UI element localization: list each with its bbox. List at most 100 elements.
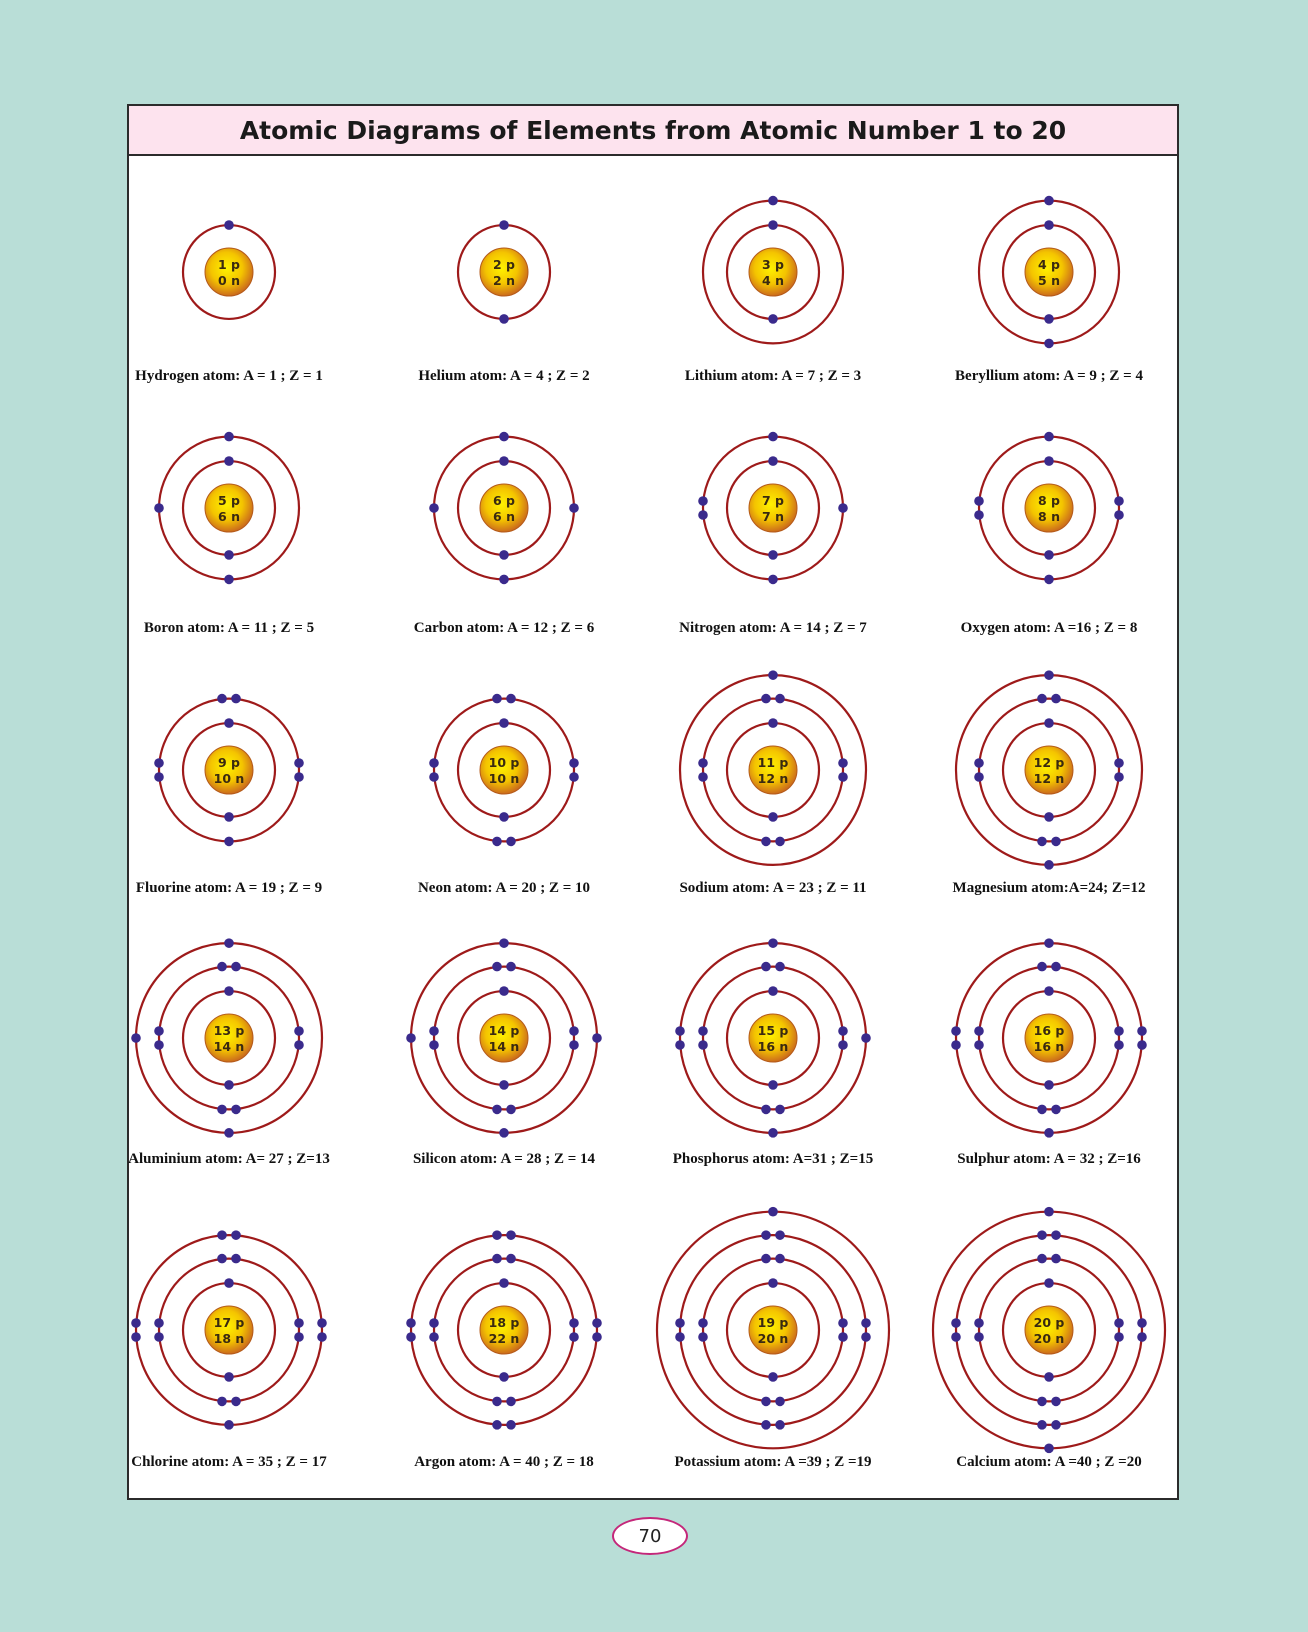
electron bbox=[768, 986, 778, 996]
proton-count: 17 p bbox=[214, 1315, 245, 1330]
electron bbox=[499, 938, 509, 948]
proton-count: 13 p bbox=[214, 1023, 245, 1038]
electron bbox=[768, 456, 778, 466]
electron bbox=[698, 1318, 708, 1328]
atom-aluminium: 13 p14 n bbox=[131, 938, 324, 1138]
electron bbox=[1051, 1396, 1061, 1407]
electron bbox=[1044, 1206, 1054, 1217]
nucleus bbox=[479, 1305, 529, 1355]
electron bbox=[1044, 195, 1054, 206]
nucleus bbox=[479, 745, 529, 795]
electron bbox=[1044, 1128, 1054, 1138]
electron bbox=[499, 431, 509, 442]
electron bbox=[775, 1230, 785, 1240]
electron bbox=[224, 812, 234, 822]
electron bbox=[974, 1026, 984, 1036]
electron bbox=[775, 1420, 785, 1430]
atom-argon: 18 p22 n bbox=[406, 1230, 602, 1430]
title-bar: Atomic Diagrams of Elements from Atomic … bbox=[129, 106, 1177, 156]
electron bbox=[429, 503, 439, 513]
electron bbox=[775, 693, 785, 704]
atom-phosphorus: 15 p16 n bbox=[675, 938, 871, 1138]
electron bbox=[768, 220, 778, 230]
proton-count: 10 p bbox=[489, 755, 520, 770]
electron bbox=[1037, 836, 1047, 847]
neutron-count: 12 n bbox=[1034, 771, 1065, 786]
electron bbox=[592, 1318, 602, 1328]
neutron-count: 12 n bbox=[758, 771, 789, 786]
caption-silicon: Silicon atom: A = 28 ; Z = 14 bbox=[412, 1151, 596, 1167]
caption-calcium: Calcium atom: A =40 ; Z =20 bbox=[956, 1454, 1142, 1470]
neutron-count: 4 n bbox=[762, 273, 784, 288]
electron bbox=[429, 1040, 439, 1050]
electron bbox=[1044, 860, 1054, 870]
electron bbox=[131, 1332, 141, 1342]
electron bbox=[506, 1396, 516, 1407]
electron bbox=[317, 1318, 327, 1328]
atom-hydrogen: 1 p0 n bbox=[181, 220, 277, 321]
electron bbox=[217, 1230, 227, 1240]
electron bbox=[224, 1420, 234, 1430]
electron bbox=[506, 1253, 516, 1264]
atom-boron: 5 p6 n bbox=[154, 431, 301, 585]
proton-count: 3 p bbox=[762, 257, 784, 272]
electron bbox=[1044, 1080, 1054, 1090]
electron bbox=[499, 1372, 509, 1382]
caption-lithium: Lithium atom: A = 7 ; Z = 3 bbox=[684, 368, 862, 384]
orbit-shell-3 bbox=[954, 1234, 1144, 1426]
electron bbox=[231, 1230, 241, 1240]
nucleus bbox=[479, 1013, 529, 1063]
electron bbox=[429, 772, 439, 782]
electron bbox=[154, 772, 164, 782]
electron bbox=[1114, 1332, 1124, 1342]
electron bbox=[224, 1372, 234, 1382]
electron bbox=[429, 1026, 439, 1036]
electron bbox=[775, 1104, 785, 1115]
atom-beryllium: 4 p5 n bbox=[977, 195, 1121, 349]
electron bbox=[506, 1420, 516, 1430]
electron bbox=[1114, 1040, 1124, 1050]
neutron-count: 10 n bbox=[214, 771, 245, 786]
atom-carbon: 6 p6 n bbox=[429, 431, 579, 585]
electron bbox=[154, 1040, 164, 1050]
proton-count: 9 p bbox=[218, 755, 240, 770]
electron bbox=[768, 1372, 778, 1382]
electron bbox=[506, 1230, 516, 1240]
electron bbox=[1044, 670, 1054, 680]
nucleus bbox=[1024, 247, 1074, 297]
caption-oxygen: Oxygen atom: A =16 ; Z = 8 bbox=[960, 620, 1138, 636]
nucleus bbox=[204, 745, 254, 795]
proton-count: 4 p bbox=[1038, 257, 1060, 272]
electron bbox=[224, 550, 234, 560]
electron bbox=[506, 1104, 516, 1115]
electron bbox=[1037, 693, 1047, 704]
electron bbox=[592, 1033, 602, 1043]
orbit-shell-2 bbox=[977, 697, 1121, 843]
neutron-count: 5 n bbox=[1038, 273, 1060, 288]
electron bbox=[224, 836, 234, 847]
electron bbox=[429, 758, 439, 768]
electron bbox=[768, 550, 778, 560]
electron bbox=[1044, 338, 1054, 349]
electron bbox=[499, 986, 509, 996]
electron bbox=[217, 1104, 227, 1115]
electron bbox=[492, 836, 502, 847]
electron bbox=[861, 1318, 871, 1328]
orbit-shell-2 bbox=[157, 965, 301, 1111]
electron bbox=[406, 1332, 416, 1342]
caption-neon: Neon atom: A = 20 ; Z = 10 bbox=[417, 880, 591, 896]
diagram-panel: Atomic Diagrams of Elements from Atomic … bbox=[127, 104, 1179, 1500]
electron bbox=[768, 670, 778, 680]
electron bbox=[217, 693, 227, 704]
electron bbox=[861, 1033, 871, 1043]
electron bbox=[675, 1318, 685, 1328]
electron bbox=[217, 1253, 227, 1264]
neutron-count: 16 n bbox=[1034, 1039, 1065, 1054]
atom-diagrams: 1 p0 n2 p2 n3 p4 n4 p5 n5 p6 n6 p6 n7 p7… bbox=[131, 195, 1167, 1454]
electron bbox=[569, 772, 579, 782]
electron bbox=[768, 718, 778, 728]
orbit-shell-2 bbox=[432, 965, 576, 1111]
electron bbox=[1044, 431, 1054, 442]
electron bbox=[775, 961, 785, 972]
atom-neon: 10 p10 n bbox=[429, 693, 579, 847]
